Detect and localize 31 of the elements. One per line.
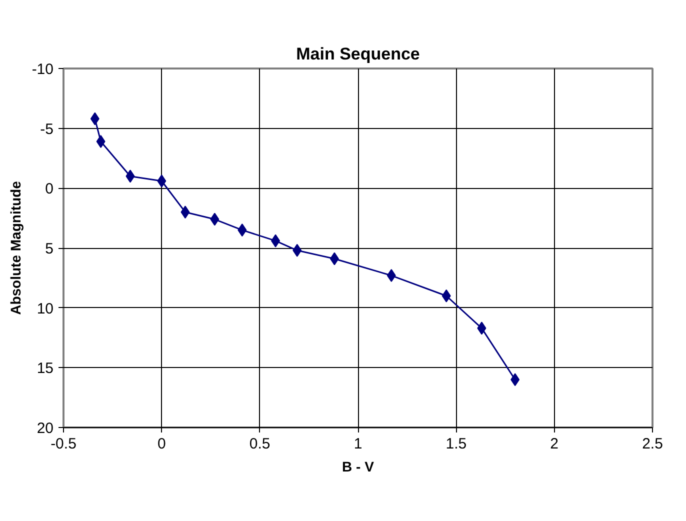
y-tick-label: 20 [36, 420, 54, 437]
x-tick-label: -0.5 [50, 436, 76, 452]
y-tick-label: -10 [32, 61, 54, 78]
point [477, 322, 486, 335]
y-tick-label: -5 [40, 120, 54, 138]
y-tick-label: 0 [45, 180, 54, 198]
point [442, 289, 451, 302]
chart-title: Main Sequence [296, 44, 420, 64]
point [510, 373, 520, 386]
x-tick-label: 1 [354, 436, 362, 452]
y-tick-label: 5 [45, 240, 54, 258]
x-tick-label: 2.5 [642, 436, 663, 452]
point [238, 224, 247, 237]
x-tick-label: 0.5 [249, 436, 270, 452]
point [271, 234, 280, 248]
point [180, 206, 190, 219]
point [90, 112, 100, 126]
point [126, 170, 135, 183]
point [292, 244, 302, 257]
x-tick-label: 1.5 [446, 436, 467, 452]
point [157, 174, 166, 188]
x-tick-label: 0 [157, 436, 166, 452]
point [330, 252, 339, 266]
x-axis-title: B - V [342, 458, 375, 474]
point [96, 134, 106, 148]
point [386, 269, 396, 282]
x-tick-label: 2 [550, 436, 559, 452]
y-tick-label: 10 [36, 300, 54, 318]
y-axis-title: Absolute Magnitude [8, 180, 24, 315]
point [210, 212, 220, 226]
y-tick-label: 15 [36, 360, 54, 378]
